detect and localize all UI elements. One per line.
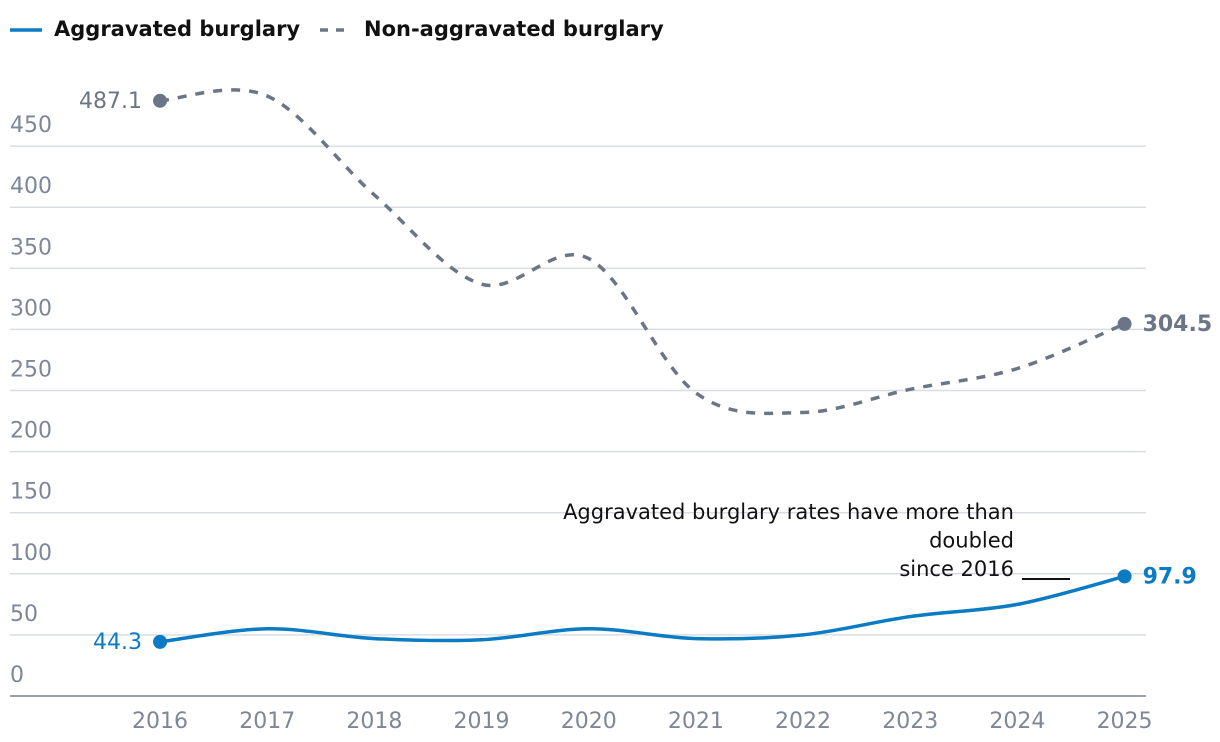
annotation: Aggravated burglary rates have more than [563, 500, 1014, 524]
x-tick-label: 2020 [561, 709, 617, 734]
data-label: 304.5 [1143, 312, 1213, 337]
y-tick-label: 150 [10, 480, 52, 505]
y-tick-label: 0 [10, 663, 24, 688]
y-tick-label: 400 [10, 174, 52, 199]
end-point [153, 634, 168, 649]
legend-label: Aggravated burglary [54, 17, 300, 41]
x-tick-label: 2019 [454, 709, 510, 734]
data-label: 97.9 [1143, 564, 1197, 589]
annotation: since 2016 [899, 557, 1014, 581]
end-point [1117, 316, 1132, 331]
series-line [159, 574, 1126, 644]
x-tick-label: 2021 [668, 709, 724, 734]
x-tick-label: 2017 [239, 709, 295, 734]
y-tick-label: 300 [10, 296, 52, 321]
y-tick-label: 450 [10, 113, 52, 138]
x-tick-label: 2025 [1097, 709, 1153, 734]
end-point [1117, 569, 1132, 584]
x-tick-label: 2024 [989, 709, 1045, 734]
x-tick-label: 2018 [346, 709, 402, 734]
y-tick-label: 250 [10, 358, 52, 383]
y-tick-label: 200 [10, 419, 52, 444]
y-tick-label: 100 [10, 541, 52, 566]
y-tick-label: 50 [10, 602, 38, 627]
x-tick-label: 2016 [132, 709, 188, 734]
series-line [159, 88, 1126, 416]
end-point [153, 93, 168, 108]
x-tick-label: 2022 [775, 709, 831, 734]
annotation: doubled [929, 529, 1014, 553]
data-label: 44.3 [93, 630, 142, 655]
legend-label: Non-aggravated burglary [364, 17, 664, 41]
y-tick-label: 350 [10, 235, 52, 260]
data-label: 487.1 [79, 89, 142, 114]
x-tick-label: 2023 [882, 709, 938, 734]
